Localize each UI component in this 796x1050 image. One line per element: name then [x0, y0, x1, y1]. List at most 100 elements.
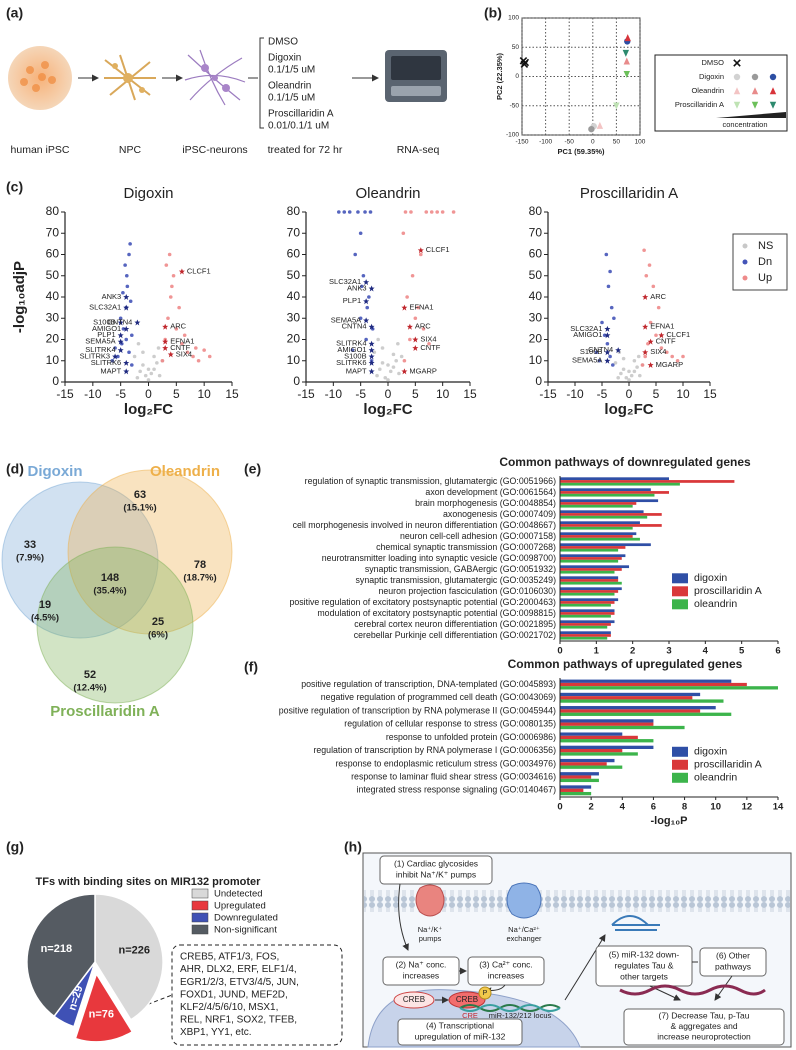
x-tick-label: -15 [539, 387, 557, 401]
bar [560, 488, 651, 492]
point [659, 346, 664, 350]
legend-label: Digoxin [699, 72, 724, 81]
category-label: regulation of synaptic transmission, glu… [305, 476, 556, 486]
x-tick-label: -15 [56, 387, 74, 401]
gene-label: PLP1 [343, 296, 361, 305]
bar [560, 709, 701, 713]
gene-star [647, 362, 654, 368]
region-percent: (12.4%) [73, 683, 106, 694]
panel-label: (c) [6, 179, 23, 195]
bar [560, 524, 662, 527]
category-label: axonogenesis (GO:0007409) [443, 509, 556, 519]
point [363, 210, 367, 214]
x-tick-label: -50 [564, 139, 574, 146]
point [642, 248, 646, 253]
x-tick-label: 5 [653, 387, 660, 401]
legend-label: Upregulated [214, 901, 266, 912]
legend-marker [733, 101, 741, 109]
point [174, 327, 179, 331]
gene-label: EFNA1 [409, 303, 433, 312]
diagram-text: upregulation of miR-132 [415, 1031, 506, 1041]
bar [560, 739, 654, 743]
bar [560, 526, 633, 530]
point [146, 367, 151, 372]
diagram-text: pumps [419, 934, 442, 943]
point [194, 346, 198, 350]
bar [560, 546, 626, 549]
diagram-text: CREB [403, 995, 425, 1004]
stage-label: iPSC-neurons [182, 144, 247, 156]
bar [560, 554, 626, 558]
point [167, 252, 172, 257]
bar [560, 499, 659, 503]
gene-label: SLC32A1 [89, 303, 121, 312]
point [388, 369, 393, 374]
legend-marker [733, 73, 741, 81]
bar [560, 513, 662, 516]
diagram-text: other targets [620, 971, 668, 981]
legend-marker [769, 73, 777, 81]
y-tick-label: 20 [287, 332, 301, 346]
point [616, 375, 620, 380]
point [629, 373, 634, 378]
chart-title: Oleandrin [355, 185, 420, 202]
y-tick-label: -50 [510, 102, 520, 109]
point [156, 346, 161, 350]
point [640, 363, 645, 367]
gene-star [642, 323, 649, 330]
x-axis-label: log₂FC [604, 401, 653, 418]
concentration-wedge [716, 112, 786, 118]
point [146, 378, 151, 382]
point [520, 60, 529, 68]
point [368, 210, 373, 214]
point [353, 252, 358, 257]
gene-star [363, 279, 370, 286]
drug-label: Oleandrin [268, 81, 311, 92]
tf-line: KLF2/4/5/6/10, MSX1, [180, 1002, 278, 1013]
stage-label: treated for 72 hr [268, 144, 343, 156]
bar [560, 590, 619, 593]
bar [560, 543, 651, 547]
point [359, 284, 364, 289]
category-label: response to laminar fluid shear stress (… [351, 771, 556, 781]
point [180, 341, 184, 346]
point [358, 231, 363, 236]
bar [560, 679, 732, 683]
point [632, 369, 637, 374]
gene-label: SLITRK6 [336, 358, 366, 367]
point [624, 34, 631, 42]
panel-label: (e) [244, 461, 261, 477]
mechanism-art [362, 852, 792, 1048]
legend-marker [751, 73, 759, 81]
stage-label: NPC [119, 144, 142, 156]
legend-marker [751, 101, 759, 109]
gene-label: CLCF1 [666, 330, 690, 339]
bar [560, 752, 638, 756]
gene-star [368, 285, 375, 292]
bar [560, 570, 615, 574]
x-tick-label: -10 [325, 387, 343, 401]
point [648, 320, 653, 325]
category-label: brain morphogenesis (GO:0048854) [415, 498, 556, 508]
point [130, 363, 134, 367]
bar [560, 696, 693, 700]
point [636, 354, 641, 359]
y-tick-label: 50 [529, 268, 543, 282]
point [435, 210, 440, 214]
point [613, 361, 618, 365]
category-label: neuron cell-cell adhesion (GO:0007158) [400, 531, 556, 541]
region-count: 19 [39, 599, 51, 611]
venn-set [36, 546, 194, 704]
bar [560, 587, 622, 591]
bar [560, 493, 655, 497]
bar [560, 725, 685, 730]
legend-box [654, 54, 788, 132]
point [152, 354, 156, 359]
legend-marker [742, 275, 748, 281]
y-tick-label: 80 [287, 204, 301, 218]
set-label: Digoxin [28, 463, 83, 480]
category-label: synaptic transmission, GABAergic (GO:005… [365, 564, 556, 574]
x-tick-label: -100 [539, 139, 552, 146]
set-label: Oleandrin [150, 463, 220, 480]
point [127, 252, 131, 257]
